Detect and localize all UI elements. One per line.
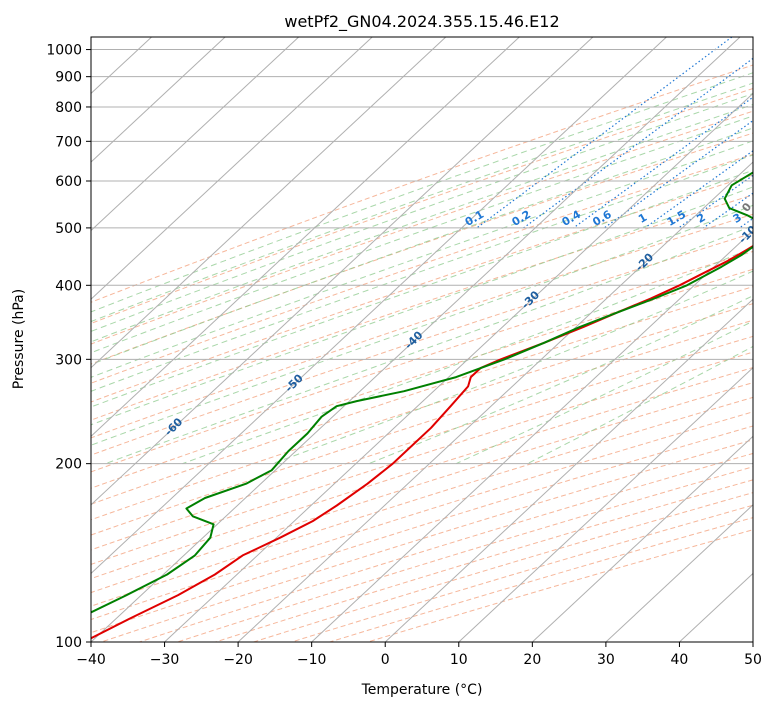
x-axis-label: Temperature (°C) xyxy=(361,682,483,698)
isotherm-line xyxy=(384,298,753,642)
moist-adiabat xyxy=(91,186,753,426)
moist-adiabat xyxy=(91,103,753,343)
dry-adiabat xyxy=(101,439,753,642)
moist-adiabat xyxy=(91,140,753,378)
moist-adiabat xyxy=(527,345,753,465)
moist-adiabat xyxy=(91,169,753,408)
isotherm-line xyxy=(311,229,753,642)
isotherm-line xyxy=(605,504,753,642)
dry-adiabat xyxy=(91,87,753,325)
mixing-ratio-line xyxy=(476,37,733,229)
mixing-ratio-line xyxy=(603,119,753,229)
y-axis: 1000 900 800 700 600 500 400 300 200 100 xyxy=(46,43,91,651)
mixing-ratio-line xyxy=(739,217,753,229)
dry-adiabat xyxy=(177,466,753,642)
moist-adiabat xyxy=(91,115,753,354)
dry-adiabat xyxy=(367,529,753,642)
mixing-ratio-line xyxy=(766,37,775,228)
x-tick-label: 40 xyxy=(671,652,689,668)
isotherm-line xyxy=(531,435,753,642)
profiles xyxy=(91,171,753,640)
y-tick-label: 100 xyxy=(55,635,82,651)
x-tick-label: 10 xyxy=(450,652,468,668)
x-tick-label: 20 xyxy=(523,652,541,668)
y-axis-label: Pressure (hPa) xyxy=(11,289,27,389)
isotherm-line xyxy=(91,37,520,437)
x-tick-label: −10 xyxy=(297,652,327,668)
isotherm-line xyxy=(91,37,447,369)
x-axis: −40 −30 −20 −10 0 10 20 30 40 50 xyxy=(76,642,762,668)
mixing-ratio-line xyxy=(573,96,753,229)
isotherm-line xyxy=(0,37,4,642)
y-tick-label: 700 xyxy=(55,134,82,150)
isotherm-line xyxy=(752,641,753,642)
dry-adiabat xyxy=(139,452,753,642)
dry-adiabat xyxy=(91,396,753,607)
x-tick-label: 50 xyxy=(744,652,762,668)
moist-adiabat xyxy=(91,93,753,332)
x-tick-label: −30 xyxy=(150,652,180,668)
x-tick-label: −20 xyxy=(223,652,253,668)
moist-adiabat xyxy=(455,320,753,465)
mixing-ratio-line xyxy=(702,192,753,229)
dry-adiabat xyxy=(91,382,753,594)
dry-adiabat xyxy=(91,110,753,345)
x-tick-label: 30 xyxy=(597,652,615,668)
isotherm-line xyxy=(91,37,594,506)
moist-adiabat xyxy=(105,224,753,465)
x-tick-label: 0 xyxy=(381,652,390,668)
y-tick-label: 400 xyxy=(55,278,82,294)
dry-adiabat xyxy=(91,64,753,303)
mixing-ratio-label: 1 xyxy=(636,211,649,226)
moist-adiabat xyxy=(91,204,753,446)
dry-adiabat xyxy=(91,213,753,439)
dry-adiabat xyxy=(253,492,753,642)
y-tick-label: 900 xyxy=(55,70,82,86)
dewpoint-profile xyxy=(91,171,753,614)
y-tick-label: 1000 xyxy=(46,43,82,59)
y-tick-label: 200 xyxy=(55,457,82,473)
isotherm-line xyxy=(91,37,373,300)
mixing-ratio-line xyxy=(523,57,753,229)
y-tick-label: 800 xyxy=(55,100,82,116)
background-lines xyxy=(91,37,775,642)
moist-adiabat xyxy=(182,247,753,465)
isotherm-line xyxy=(91,37,300,232)
y-tick-label: 600 xyxy=(55,174,82,190)
dry-adiabat xyxy=(91,268,753,489)
moist-adiabat xyxy=(91,127,753,366)
x-tick-label: −40 xyxy=(76,652,106,668)
isotherm-line xyxy=(679,572,753,642)
isotherm-line xyxy=(458,367,753,642)
dry-adiabat xyxy=(91,194,753,421)
dry-adiabat xyxy=(91,411,753,621)
isotherm-line xyxy=(91,37,226,163)
chart-title: wetPf2_GN04.2024.355.15.46.E12 xyxy=(284,12,559,32)
isotherm-line xyxy=(91,37,741,642)
dry-adiabat xyxy=(291,504,753,642)
plot-frame xyxy=(90,36,754,643)
isotherm-line xyxy=(91,37,667,575)
dry-adiabat xyxy=(91,335,753,551)
dry-adiabat xyxy=(215,479,753,642)
mixing-ratio-label: 4 xyxy=(757,211,770,226)
y-tick-label: 300 xyxy=(55,352,82,368)
grid-lines xyxy=(0,37,753,642)
dry-adiabat xyxy=(91,367,753,580)
y-tick-label: 500 xyxy=(55,221,82,237)
isotherm-line xyxy=(237,161,753,642)
mixing-ratio-label: 0.1 xyxy=(463,208,486,229)
mixing-ratio-label: 0.4 xyxy=(560,208,584,229)
dry-adiabat xyxy=(91,174,753,403)
temperature-profile xyxy=(91,244,753,640)
dry-adiabat xyxy=(91,232,753,456)
moist-adiabat xyxy=(91,72,753,313)
dry-adiabat xyxy=(329,517,753,642)
dry-adiabat xyxy=(91,351,753,565)
